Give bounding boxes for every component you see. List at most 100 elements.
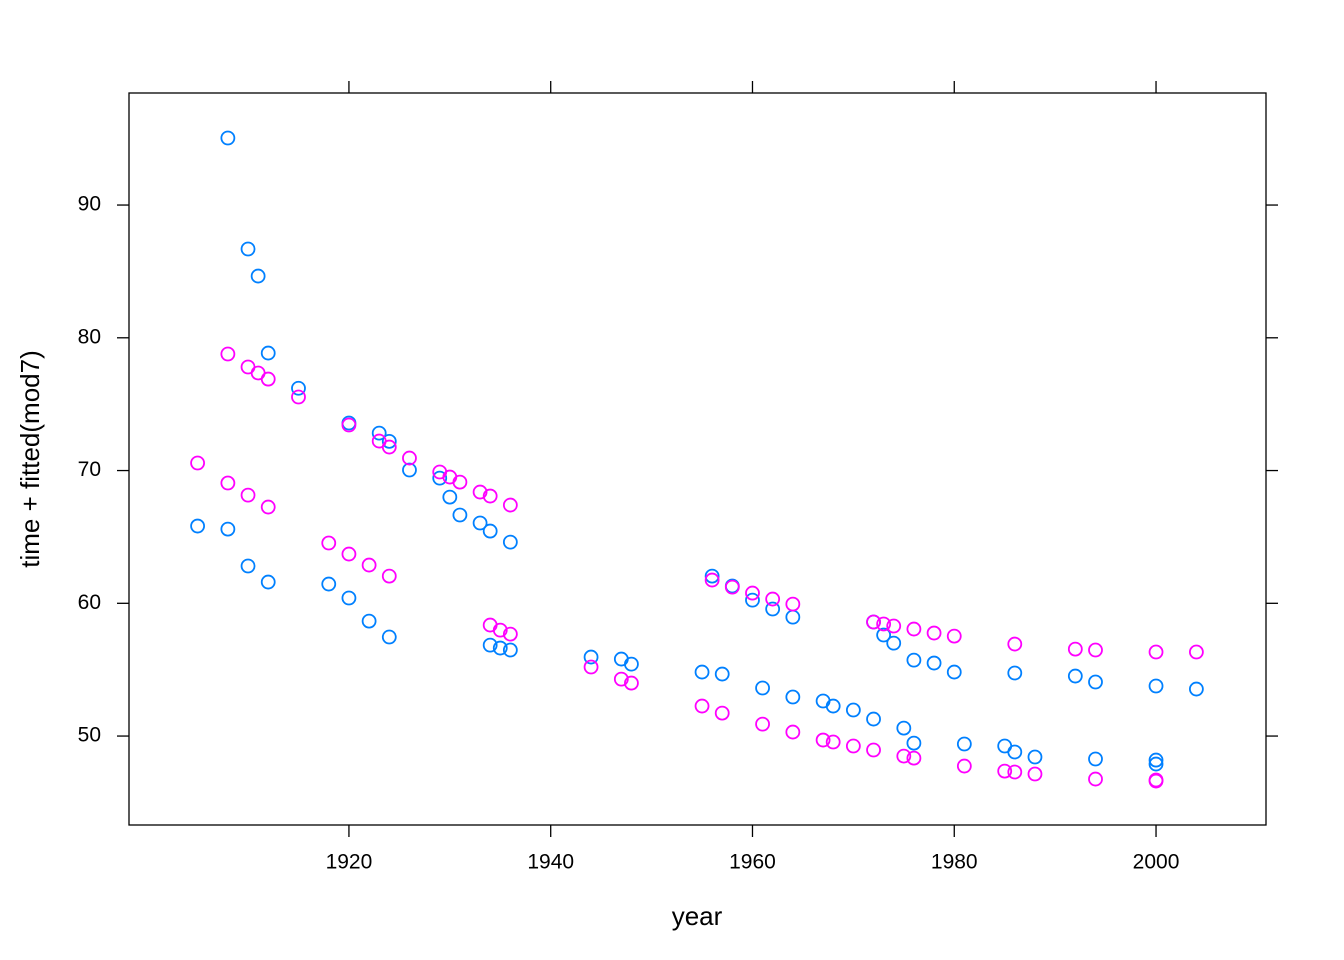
point (1067, 668, 1083, 684)
point (260, 371, 276, 387)
point (1007, 744, 1023, 760)
y-tick-label: 80 (78, 325, 101, 348)
point (1148, 678, 1164, 694)
point (785, 596, 801, 612)
point (381, 568, 397, 584)
point (624, 656, 639, 672)
point (452, 507, 468, 523)
point (502, 626, 518, 642)
point (492, 622, 508, 638)
point (482, 488, 498, 504)
plot-frame (128, 92, 1267, 826)
point (583, 649, 599, 665)
point (432, 470, 448, 486)
point (825, 734, 841, 750)
point (402, 462, 417, 478)
point (624, 675, 639, 691)
point (321, 535, 337, 551)
point (926, 625, 942, 641)
point (250, 268, 266, 284)
point (694, 698, 710, 714)
point (866, 742, 881, 758)
point (482, 617, 498, 633)
point (997, 763, 1013, 779)
point (381, 433, 397, 449)
point (260, 345, 276, 361)
point (1148, 773, 1164, 789)
point (220, 130, 236, 146)
point (906, 621, 922, 637)
point (1088, 751, 1103, 767)
point (694, 664, 710, 680)
point (402, 450, 417, 466)
point (906, 750, 922, 766)
point (502, 642, 518, 658)
point (765, 601, 781, 617)
point (361, 557, 377, 573)
point (613, 651, 629, 667)
point (1007, 764, 1023, 780)
point (341, 417, 357, 433)
point (785, 724, 801, 740)
point (724, 579, 740, 595)
point (1148, 752, 1164, 768)
point (341, 546, 357, 562)
point (906, 735, 922, 751)
point (785, 689, 801, 705)
point (1188, 681, 1204, 697)
point (190, 518, 206, 534)
point (876, 627, 892, 643)
point (956, 736, 972, 752)
point (260, 499, 276, 515)
point (240, 558, 256, 574)
point (371, 425, 387, 441)
point (341, 590, 357, 606)
point (1148, 756, 1164, 772)
point (291, 380, 306, 396)
x-tick-label: 1960 (729, 851, 776, 874)
point (1088, 771, 1103, 787)
y-tick-label: 50 (78, 724, 101, 747)
point (714, 666, 730, 682)
point (502, 497, 518, 513)
point (381, 439, 397, 455)
x-tick-label: 1980 (931, 851, 978, 874)
point (1088, 674, 1103, 690)
x-axis-title: year (672, 901, 723, 931)
point (442, 489, 458, 505)
point (291, 389, 306, 405)
point (190, 455, 206, 471)
point (896, 748, 912, 764)
point (1188, 644, 1204, 660)
point (482, 523, 498, 539)
point (815, 732, 831, 748)
point (886, 618, 902, 634)
point (1027, 749, 1043, 765)
point (765, 591, 781, 607)
y-tick-label: 70 (78, 458, 101, 481)
point (926, 655, 942, 671)
point (956, 758, 972, 774)
point (886, 635, 902, 651)
point (866, 614, 881, 630)
y-axis-title: time + fitted(mod7) (15, 350, 45, 567)
y-tick-label: 60 (78, 591, 101, 614)
x-tick-label: 1920 (326, 851, 373, 874)
point (866, 711, 881, 727)
x-tick-label: 2000 (1133, 851, 1180, 874)
point (1027, 766, 1043, 782)
point (240, 241, 256, 257)
point (704, 568, 720, 584)
point (482, 637, 498, 653)
point (240, 487, 256, 503)
point (896, 720, 912, 736)
point (492, 640, 508, 656)
point (704, 572, 720, 588)
point (220, 346, 236, 362)
point (876, 616, 892, 632)
point (845, 738, 861, 754)
point (946, 664, 962, 680)
point (714, 705, 730, 721)
point (472, 515, 488, 531)
